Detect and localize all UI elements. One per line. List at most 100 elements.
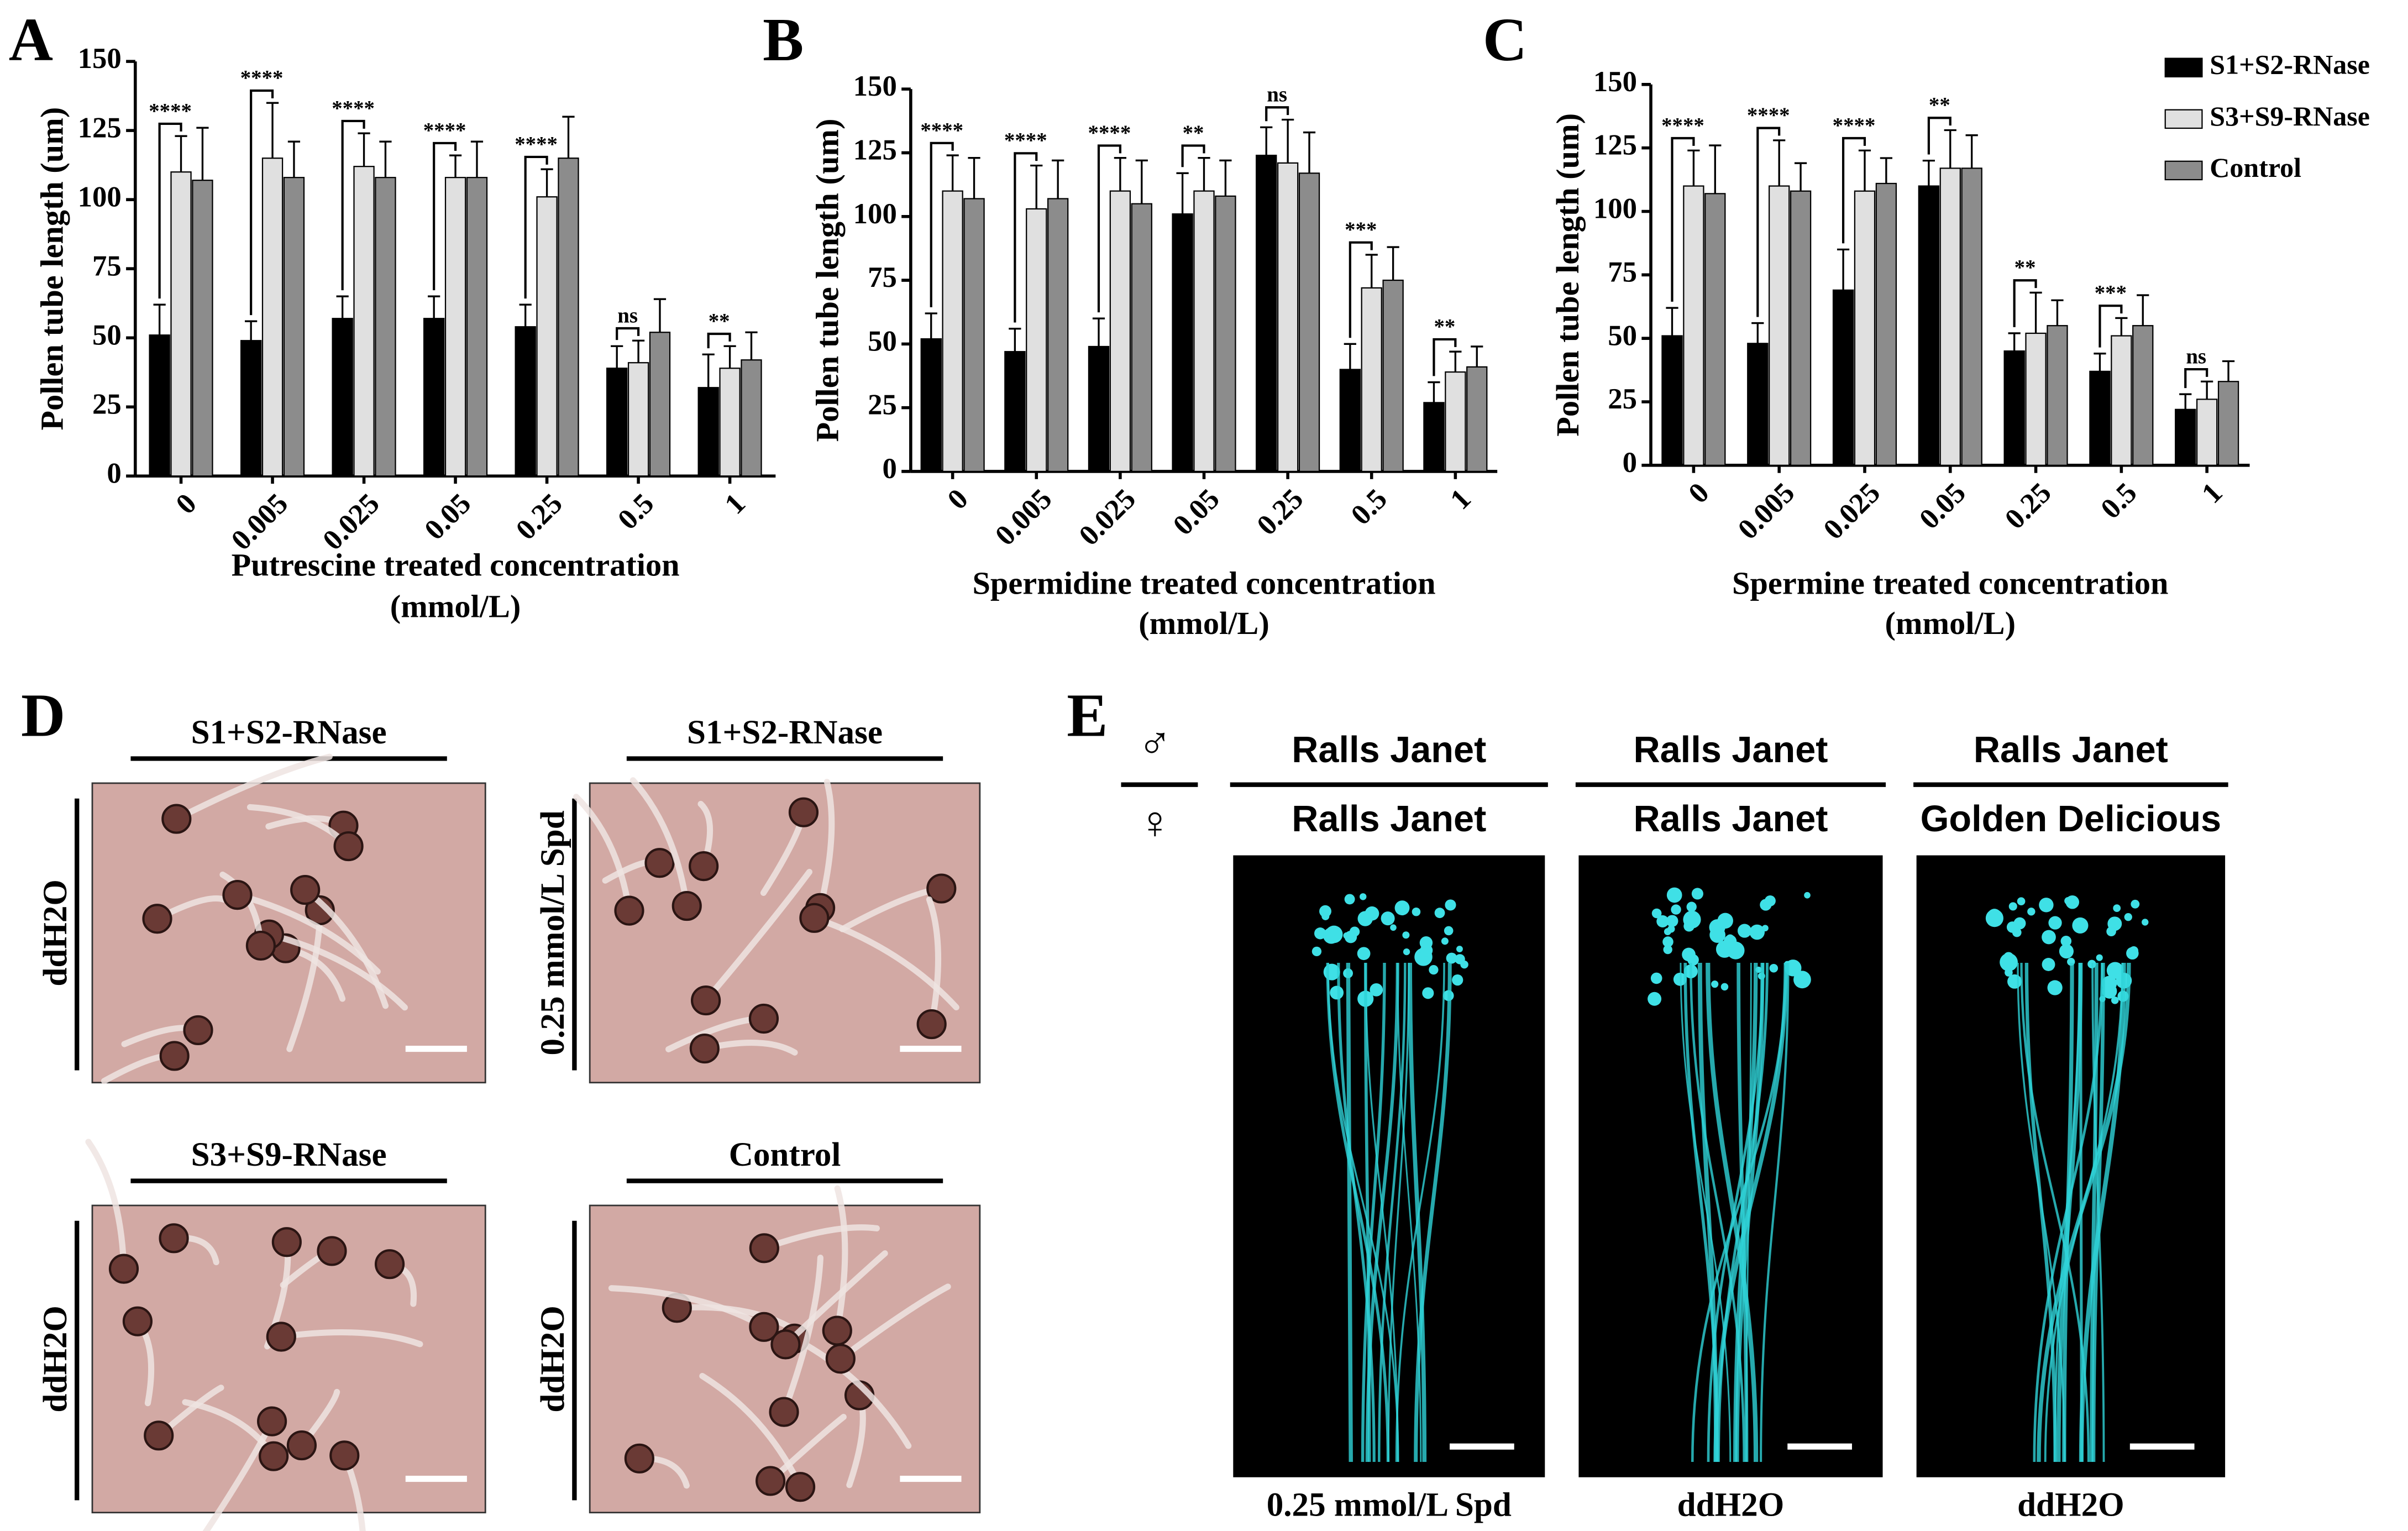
style-tube <box>1735 963 1765 1462</box>
x-axis-label: (mmol/L) <box>1139 605 1269 641</box>
error-bar <box>1135 159 1148 204</box>
x-tick-label: 1 <box>718 487 752 521</box>
error-bar <box>428 295 440 319</box>
stigma-tube <box>1441 937 1449 945</box>
stigma-tube <box>1662 936 1673 947</box>
panel-label: E <box>1067 681 1108 749</box>
bar <box>1004 351 1026 473</box>
stigma-tube <box>2047 980 2063 995</box>
image-title: S3+S9-RNase <box>191 1136 387 1173</box>
y-tick-label: 100 <box>1593 193 1637 225</box>
stigma-tube <box>1671 904 1681 915</box>
pollen-grain <box>290 874 321 905</box>
x-tick-label: 0 <box>170 487 203 521</box>
error-bar <box>1387 246 1399 281</box>
male-symbol: ♂ <box>1137 716 1172 767</box>
y-tick-label: 150 <box>853 70 897 102</box>
y-tick-label: 100 <box>78 181 122 213</box>
stigma-tube <box>1650 972 1662 984</box>
stigma-tube <box>2111 996 2119 1004</box>
pollen-grain <box>788 797 819 827</box>
stigma-tube <box>1311 946 1322 957</box>
error-bar <box>1260 126 1273 156</box>
bar <box>1172 213 1193 473</box>
x-tick-label: 0.005 <box>1732 476 1801 546</box>
pollen-grain <box>257 1406 287 1436</box>
panel-label: A <box>9 6 53 74</box>
style-tube <box>2090 963 2099 1462</box>
stigma-tube <box>1446 952 1457 964</box>
stigma-tube <box>2126 947 2139 960</box>
pollen-grain <box>161 804 192 834</box>
y-tick-label: 75 <box>1608 256 1637 288</box>
bar <box>1769 185 1790 466</box>
stigma-tube <box>1381 911 1395 926</box>
y-tick-label: 50 <box>92 319 122 351</box>
stigma-tube <box>1723 935 1737 948</box>
pollen-tube <box>341 1452 366 1531</box>
error-bar <box>2201 380 2213 400</box>
pollen-grain <box>159 1041 190 1071</box>
significance-label: ** <box>1929 93 1950 117</box>
error-bar <box>1837 248 1850 290</box>
stigma-tube <box>1420 944 1433 957</box>
style-tube <box>1707 963 1764 1462</box>
pollen-grain <box>222 880 253 910</box>
significance-label: *** <box>1345 218 1377 242</box>
stigma-tube <box>1717 913 1733 929</box>
bar <box>1466 366 1488 473</box>
bar <box>942 190 963 473</box>
image-title: S1+S2-RNase <box>191 714 387 751</box>
style-tube <box>2091 963 2105 1462</box>
stigma-tube <box>1720 983 1729 991</box>
bar <box>2003 350 2025 466</box>
bar <box>536 196 558 477</box>
pollen-grain <box>644 848 675 878</box>
bar <box>1875 182 1897 466</box>
significance-label: ** <box>1183 121 1204 145</box>
stigma-tube <box>1452 974 1463 986</box>
bar <box>1339 369 1361 473</box>
error-bar <box>611 345 623 369</box>
x-tick-label: 1 <box>2196 476 2229 510</box>
error-bar <box>379 140 392 178</box>
bar <box>2175 408 2196 466</box>
pollen-tube <box>202 1418 275 1531</box>
bar <box>283 177 305 477</box>
stigma-tube <box>1444 926 1454 936</box>
x-tick-label: 0.25 <box>1999 476 2058 535</box>
significance-label: ns <box>617 303 638 327</box>
stigma-tube <box>2060 935 2072 947</box>
stigma-tube <box>1349 926 1360 937</box>
bar <box>1939 167 1961 466</box>
y-tick-label: 125 <box>1593 129 1637 161</box>
error-bar <box>2029 291 2042 333</box>
female-symbol: ♀ <box>1137 797 1172 848</box>
male-parent: Ralls Janet <box>1292 730 1486 770</box>
stigma-tube <box>1666 915 1678 927</box>
stigma-tube <box>1343 932 1350 939</box>
significance-label: **** <box>920 118 963 142</box>
side-label: 0.25 mmol/L Spd <box>534 810 571 1055</box>
significance-bracket <box>1842 137 1866 244</box>
significance-label: ** <box>2014 256 2036 280</box>
error-bar <box>1794 162 1807 191</box>
x-tick-label: 0.05 <box>1913 476 1972 535</box>
female-parent: Ralls Janet <box>1633 799 1828 840</box>
x-tick-label: 0.5 <box>1345 483 1393 531</box>
y-tick-label: 75 <box>92 250 122 282</box>
style-tube <box>2044 963 2124 1462</box>
bar <box>1918 185 1940 466</box>
pollen-tube <box>780 1255 823 1415</box>
stigma-tube <box>1764 895 1776 906</box>
bar <box>261 158 284 477</box>
bar <box>1423 402 1445 473</box>
stigma-tube <box>1357 911 1373 926</box>
error-bar <box>2115 317 2128 336</box>
pollen-grain <box>689 1033 720 1064</box>
pollen-grain <box>769 1397 799 1427</box>
image-title: Control <box>729 1136 841 1173</box>
panel-label: C <box>1483 6 1527 74</box>
significance-bracket <box>524 155 548 299</box>
bar <box>1661 335 1683 466</box>
